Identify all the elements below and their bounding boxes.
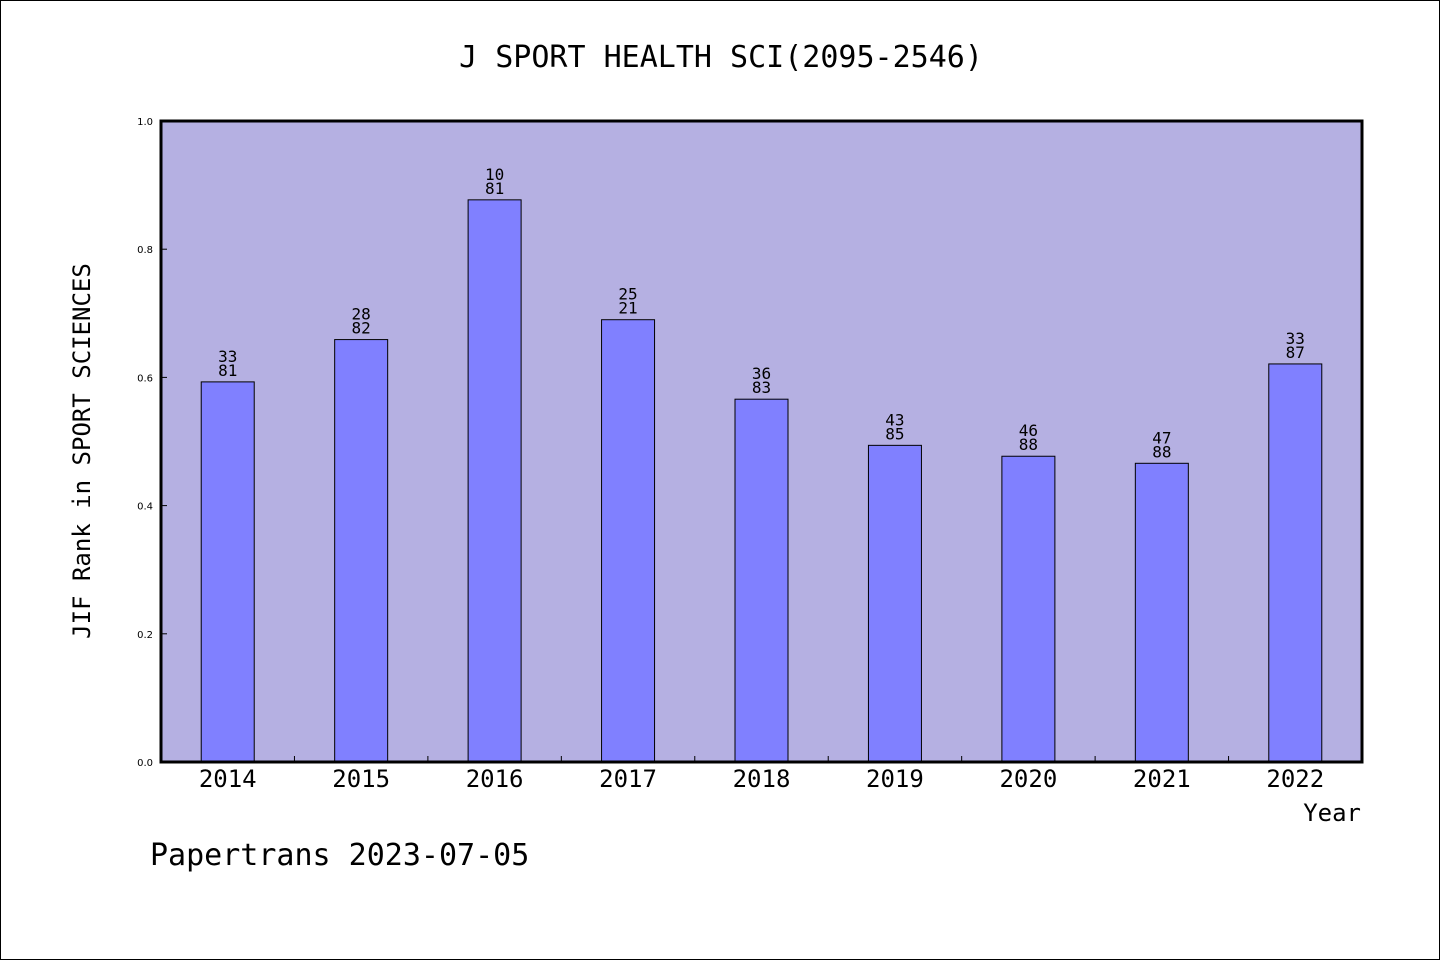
bar-label-rank: 25 bbox=[618, 285, 637, 304]
y-tick-label: 0.8 bbox=[137, 245, 153, 256]
footer-text: Papertrans 2023-07-05 bbox=[150, 838, 529, 873]
bar-2020 bbox=[1001, 455, 1056, 763]
bar-label-total: 81 bbox=[485, 179, 504, 198]
bar-label-total: 82 bbox=[352, 319, 371, 338]
y-tick-label: 0.2 bbox=[137, 630, 153, 641]
bar-label-rank: 47 bbox=[1152, 428, 1171, 447]
bar-label-total: 83 bbox=[752, 378, 771, 397]
x-tick-label: 2017 bbox=[599, 765, 657, 793]
bar-2022 bbox=[1268, 363, 1323, 763]
x-tick-label: 2016 bbox=[466, 765, 524, 793]
bar-2014 bbox=[200, 381, 255, 763]
bar-2015 bbox=[334, 339, 389, 763]
bar-label-rank: 33 bbox=[1286, 329, 1305, 348]
x-tick-label: 2019 bbox=[866, 765, 924, 793]
bar-2017 bbox=[601, 319, 656, 763]
x-tick-label: 2021 bbox=[1133, 765, 1191, 793]
bar-2016 bbox=[467, 199, 522, 763]
bar-label-rank: 36 bbox=[752, 364, 771, 383]
y-tick-label: 0.0 bbox=[137, 758, 153, 769]
bar-label-total: 21 bbox=[618, 299, 637, 318]
chart-title: J SPORT HEALTH SCI(2095-2546) bbox=[459, 40, 983, 75]
bar-label-rank: 46 bbox=[1019, 421, 1038, 440]
bar-label-total: 88 bbox=[1019, 435, 1038, 454]
bar-label-total: 87 bbox=[1286, 343, 1305, 362]
bar-label-rank: 43 bbox=[885, 410, 904, 429]
y-tick-label: 0.4 bbox=[137, 502, 153, 513]
y-axis: 0.0 0.2 0.4 0.6 0.8 1.0 bbox=[137, 117, 167, 769]
y-axis-label: JIF Rank in SPORT SCIENCES bbox=[68, 263, 96, 639]
bar-2019 bbox=[867, 444, 922, 763]
y-tick-label: 0.6 bbox=[137, 373, 153, 384]
bar-2021 bbox=[1134, 462, 1189, 763]
x-tick-label: 2022 bbox=[1266, 765, 1324, 793]
bar-label-rank: 28 bbox=[352, 305, 371, 324]
bar-label-rank: 10 bbox=[485, 165, 504, 184]
x-tick-label: 2014 bbox=[199, 765, 257, 793]
x-tick-label: 2015 bbox=[332, 765, 390, 793]
x-tick-label: 2018 bbox=[733, 765, 791, 793]
bar-label-rank: 33 bbox=[218, 347, 237, 366]
x-axis-label: Year bbox=[1303, 799, 1361, 827]
bar-2018 bbox=[734, 398, 789, 763]
x-tick-label: 2020 bbox=[999, 765, 1057, 793]
bar-label-total: 85 bbox=[885, 424, 904, 443]
bars bbox=[200, 199, 1323, 763]
x-axis: 2014 2015 2016 2017 2018 2019 2020 2021 2022 bbox=[199, 756, 1324, 793]
bar-label-total: 81 bbox=[218, 361, 237, 380]
y-tick-label: 1.0 bbox=[137, 117, 153, 128]
plot-border bbox=[159, 119, 1364, 764]
bar-label-total: 88 bbox=[1152, 442, 1171, 461]
